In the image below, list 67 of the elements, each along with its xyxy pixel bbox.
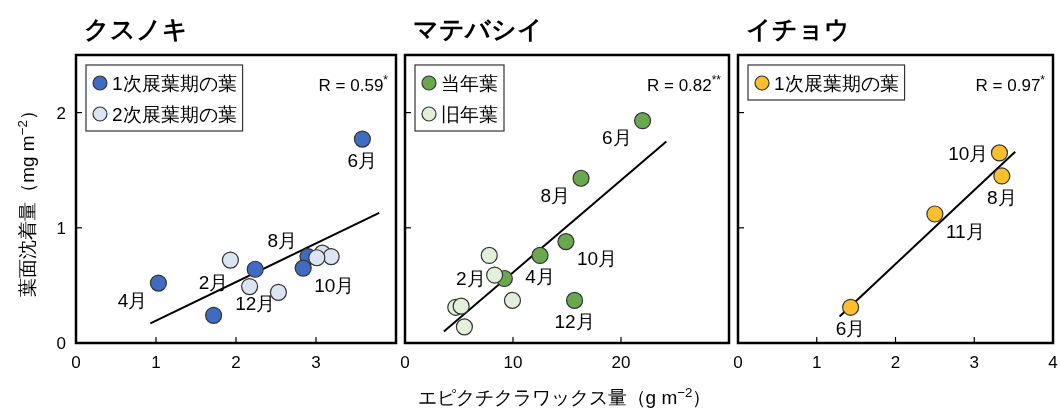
- x-tick-label: 1: [812, 353, 822, 372]
- annotation: 10月: [314, 274, 355, 296]
- legend-label: 2次展葉期の葉: [112, 104, 237, 125]
- x-tick-label: 10: [503, 353, 523, 372]
- x-tick-label: 20: [611, 353, 631, 372]
- x-tick-label: 2: [231, 353, 241, 372]
- x-tick-label: 3: [311, 353, 321, 372]
- point: [294, 259, 312, 277]
- point: [205, 306, 223, 324]
- chart-title: イチョウ: [746, 15, 850, 43]
- point: [531, 246, 549, 265]
- point: [557, 233, 575, 251]
- x-tick-label: 0: [733, 353, 743, 372]
- x-tick-label: 4: [1048, 353, 1058, 372]
- x-axis-title: エピクチクラワックス量（g m$^{−2}$）: [417, 384, 712, 408]
- x-tick-label: 2: [890, 353, 901, 372]
- point: [149, 274, 167, 292]
- point: [452, 297, 470, 315]
- point: [926, 205, 944, 223]
- annotation: R = 0.59$^{*}$: [318, 73, 389, 95]
- annotation: 8月: [540, 185, 571, 207]
- annotation: R = 0.97$^{*}$: [975, 73, 1046, 95]
- point: [322, 248, 340, 266]
- chart-title: クスノキ: [84, 15, 188, 43]
- legend-label: 1次展葉期の葉: [112, 73, 237, 94]
- point: [480, 246, 498, 265]
- point: [308, 249, 326, 267]
- legend-label: 当年葉: [441, 73, 498, 94]
- annotation: 10月: [576, 248, 618, 270]
- annotation: 11月: [945, 220, 985, 242]
- annotation: 4月: [525, 266, 555, 288]
- annotation: 6月: [347, 150, 378, 172]
- legend-label: 1次展葉期の葉: [774, 73, 899, 94]
- point: [842, 298, 860, 316]
- legend-label: 旧年葉: [441, 104, 498, 125]
- point: [993, 167, 1011, 185]
- point: [572, 169, 590, 187]
- point: [486, 266, 504, 284]
- point: [241, 277, 259, 296]
- annotation: 2月: [456, 268, 486, 290]
- point: [455, 318, 473, 336]
- annotation: 2月: [198, 271, 229, 293]
- point: [269, 283, 287, 301]
- annotation: 12月: [235, 292, 276, 314]
- annotation: 12月: [554, 311, 595, 333]
- x-tick-label: 0: [71, 353, 81, 372]
- x-tick-label: 0: [400, 353, 410, 372]
- point: [634, 112, 652, 130]
- x-tick-label: 3: [969, 353, 979, 372]
- point: [221, 251, 239, 269]
- chart-title: マテバシイ: [413, 15, 543, 43]
- annotation: 10月: [948, 142, 989, 164]
- y-tick-label: 2: [56, 103, 66, 123]
- annotation: 6月: [835, 318, 866, 340]
- point: [565, 291, 584, 309]
- annotation: R = 0.82$^{**}$: [646, 73, 722, 95]
- y-tick-label: 0: [56, 334, 66, 353]
- point: [503, 291, 522, 309]
- x-tick-label: 1: [151, 353, 161, 372]
- point: [990, 144, 1009, 162]
- point: [246, 260, 264, 278]
- annotation: 6月: [602, 127, 632, 149]
- annotation: 8月: [267, 229, 297, 251]
- annotation: 4月: [117, 289, 148, 311]
- y-tick-label: 1: [56, 218, 66, 238]
- point: [353, 130, 371, 148]
- annotation: 8月: [987, 186, 1017, 208]
